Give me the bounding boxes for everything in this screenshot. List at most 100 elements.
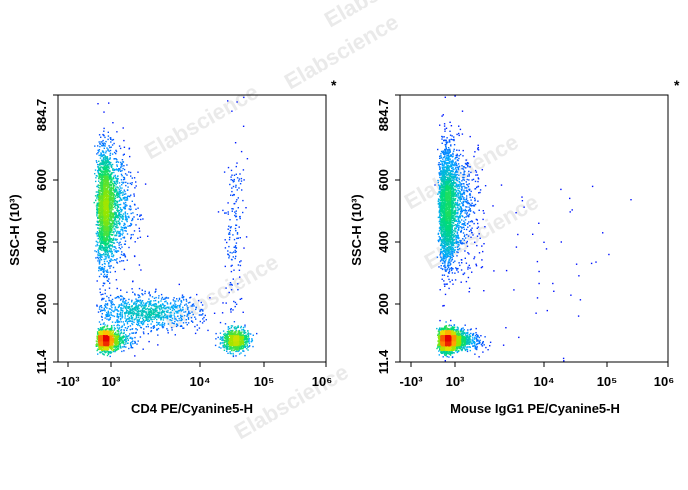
event-dot (142, 314, 144, 316)
event-dot (125, 181, 127, 184)
event-dot (169, 303, 172, 305)
event-dot (126, 196, 128, 199)
event-dot (119, 337, 122, 339)
event-dot (99, 209, 101, 212)
event-dot (108, 174, 111, 176)
event-dot (109, 191, 111, 193)
event-dot (151, 304, 153, 307)
event-dot (124, 315, 126, 317)
event-dot (133, 177, 136, 179)
event-dot (161, 316, 163, 319)
event-dot (169, 316, 171, 318)
event-dot (111, 202, 114, 205)
event-dot (104, 221, 106, 223)
event-dot (130, 317, 132, 320)
event-dot (101, 180, 104, 182)
event-dot (185, 319, 187, 321)
event-dot (221, 336, 224, 339)
event-dot (153, 316, 155, 318)
event-dot (148, 291, 150, 293)
event-dot (102, 173, 104, 175)
event-dot (228, 245, 230, 248)
event-dot (108, 255, 110, 257)
event-dot (107, 190, 109, 192)
event-dot (103, 247, 105, 249)
event-dot (103, 142, 105, 144)
event-dot (107, 173, 110, 176)
event-dot (100, 221, 103, 223)
event-dot (106, 203, 108, 205)
event-dot (122, 215, 124, 217)
event-dot (105, 248, 108, 250)
event-dot (112, 208, 114, 211)
event-dot (251, 339, 253, 341)
event-dot (99, 199, 101, 201)
event-dot (131, 328, 134, 330)
event-dot (112, 195, 115, 198)
event-dot (101, 256, 103, 258)
event-dot (231, 259, 233, 261)
event-dot (228, 338, 231, 340)
event-dot (104, 209, 107, 211)
event-dot (237, 338, 240, 341)
event-dot (226, 343, 228, 345)
event-dot (121, 350, 123, 353)
event-dot (100, 222, 102, 224)
event-dot (108, 234, 110, 236)
event-dot (101, 174, 103, 176)
event-dot (118, 321, 120, 323)
event-dot (122, 167, 124, 170)
event-dot (155, 288, 157, 290)
event-dot (111, 181, 113, 183)
event-dot (104, 208, 107, 210)
event-dot (145, 312, 148, 314)
event-dot (169, 314, 172, 316)
event-dot (105, 192, 107, 195)
event-dot (193, 305, 195, 307)
event-dot (135, 309, 137, 312)
event-dot (104, 270, 106, 272)
event-dot (128, 148, 130, 150)
event-dot (116, 316, 118, 318)
event-dot (109, 196, 111, 198)
event-dot (245, 335, 248, 337)
event-dot (230, 289, 233, 291)
event-dot (219, 332, 222, 334)
event-dot (120, 213, 122, 216)
event-dot (128, 215, 130, 218)
event-dot (116, 313, 119, 316)
event-dot (96, 337, 98, 340)
event-dot (96, 211, 98, 213)
event-dot (113, 304, 115, 306)
event-dot (109, 179, 111, 181)
event-dot (236, 101, 238, 103)
event-dot (117, 206, 120, 208)
event-dot (95, 160, 98, 162)
event-dot (99, 196, 102, 198)
event-dot (131, 308, 133, 311)
event-dot (116, 327, 119, 329)
event-dot (185, 321, 187, 324)
event-dot (111, 207, 113, 209)
event-dot (237, 264, 240, 266)
event-dot (123, 165, 125, 167)
event-dot (242, 350, 244, 352)
event-dot (122, 337, 124, 339)
event-dot (102, 185, 104, 187)
event-dot (134, 341, 136, 344)
event-dot (126, 303, 128, 305)
event-dot (116, 169, 118, 171)
event-dot (122, 194, 124, 196)
event-dot (102, 229, 104, 231)
event-dot (191, 311, 193, 313)
event-dot (230, 226, 232, 228)
event-dot (235, 224, 237, 226)
event-dot (106, 223, 108, 226)
event-dot (112, 212, 114, 214)
event-dot (235, 212, 237, 215)
event-dot (122, 321, 124, 323)
event-dot (109, 265, 111, 267)
event-dot (246, 343, 248, 345)
event-dot (112, 177, 114, 179)
event-dot (180, 316, 182, 319)
